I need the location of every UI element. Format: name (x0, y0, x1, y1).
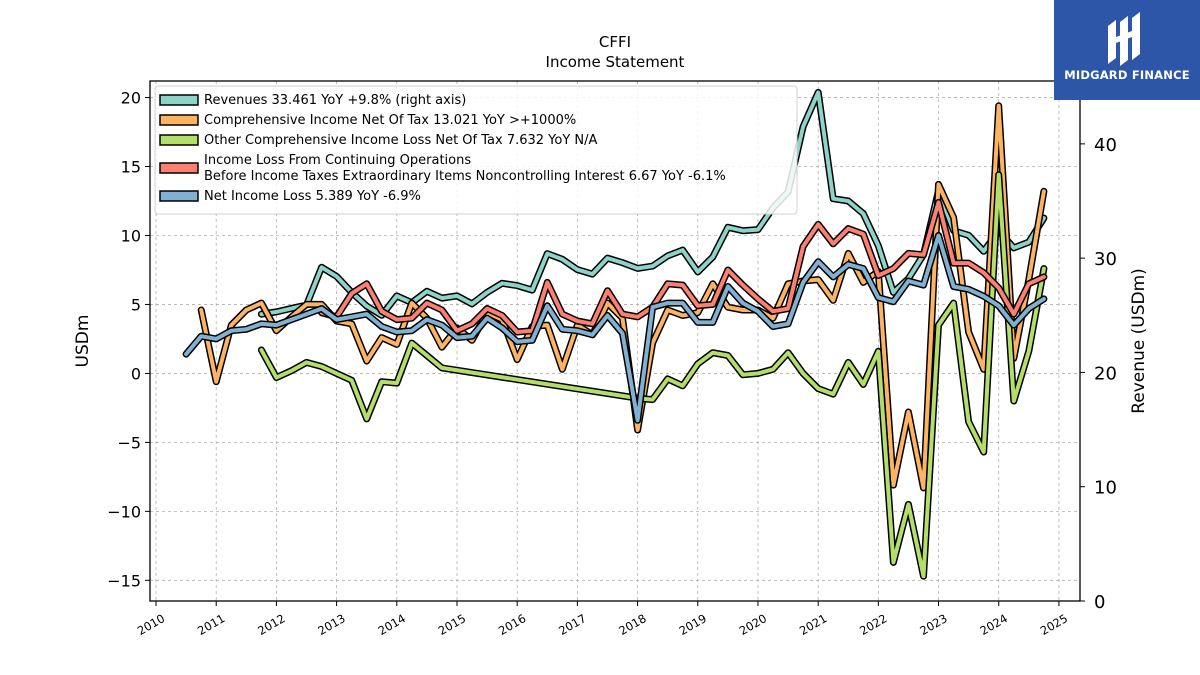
legend-entry-label: Revenues 33.461 YoY +9.8% (right axis) (204, 93, 466, 108)
y-left-tick-label: 0 (131, 364, 141, 383)
y-right-tick-label: 20 (1094, 363, 1117, 384)
brand-logo: MIDGARD FINANCE (1054, 0, 1200, 100)
chart-subtitle: Income Statement (546, 53, 685, 71)
legend-swatch (159, 162, 199, 174)
y-left-tick-label: 20 (121, 89, 141, 108)
logo-emblem-icon (1108, 12, 1140, 66)
plot-frame (149, 80, 1081, 602)
legend: Revenues 33.461 YoY +9.8% (right axis) Co… (154, 85, 798, 215)
y-right-tick-label: 30 (1094, 249, 1117, 270)
y-left-tick-label: 10 (121, 226, 141, 245)
left-axis-label: USDm (73, 315, 93, 368)
chart-title: CFFI (599, 33, 631, 51)
y-right-tick-label: 0 (1094, 592, 1105, 613)
y-left-tick-label: 5 (131, 295, 141, 314)
series-line-0 (259, 90, 1046, 318)
y-left-tick-label: −15 (107, 571, 141, 590)
logo-text: MIDGARD FINANCE (1064, 68, 1190, 82)
y-right-tick-label: 40 (1094, 135, 1117, 156)
y-left-tick-label: −5 (117, 433, 141, 452)
legend-entry-label: Net Income Loss 5.389 YoY -6.9% (204, 189, 421, 204)
y-right-tick-label: 10 (1094, 478, 1117, 499)
legend-swatch (159, 94, 199, 106)
right-axis-label: Revenue (USDm) (1129, 268, 1149, 414)
series-line-3 (319, 200, 1046, 334)
y-left-tick-label: 15 (121, 158, 141, 177)
legend-entry-label: Before Income Taxes Extraordinary Items … (204, 169, 726, 184)
legend-swatch (159, 114, 199, 126)
series-lines (182, 88, 1048, 580)
y-left-tick-label: −10 (107, 502, 141, 521)
legend-entry-label: Other Comprehensive Income Loss Net Of T… (204, 133, 598, 148)
legend-box (154, 85, 798, 215)
series-line-2 (259, 172, 1046, 579)
series-line-4 (184, 233, 1046, 423)
legend-entry-label: Comprehensive Income Net Of Tax 13.021 Y… (204, 113, 576, 128)
legend-entry-label: Income Loss From Continuing Operations (204, 153, 471, 168)
legend-swatch (159, 134, 199, 146)
legend-swatch (159, 190, 199, 202)
